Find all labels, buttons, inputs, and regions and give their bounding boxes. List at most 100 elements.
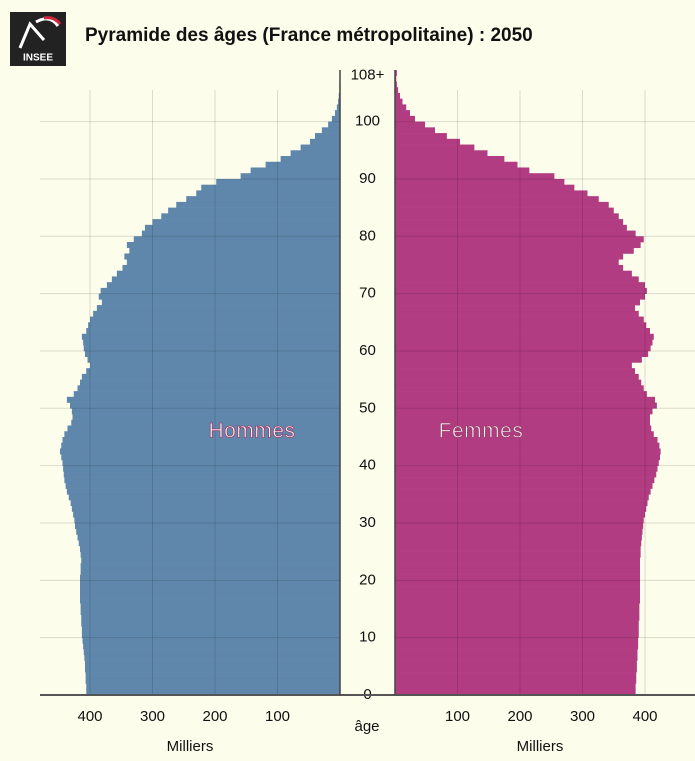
bar: [395, 643, 639, 650]
y-tick-label: 90: [359, 170, 376, 187]
bar: [395, 500, 648, 507]
bar: [395, 597, 640, 604]
bar: [395, 328, 650, 335]
bar: [395, 528, 643, 535]
bar: [106, 282, 340, 289]
bar: [395, 173, 555, 180]
bar: [395, 442, 660, 449]
bar: [77, 385, 340, 392]
bar: [395, 586, 640, 593]
bar: [85, 666, 340, 673]
bar: [395, 414, 650, 421]
x-axis-label: Milliers: [167, 738, 214, 755]
bar: [395, 305, 635, 312]
bar: [395, 379, 642, 386]
bar: [395, 190, 588, 197]
bar: [126, 259, 340, 266]
bar: [395, 408, 653, 415]
bar: [395, 127, 435, 134]
bar: [395, 534, 642, 541]
bar: [395, 350, 649, 357]
bar: [93, 310, 340, 317]
x-tick-label: 200: [202, 708, 227, 725]
bar: [96, 305, 340, 312]
bar: [395, 339, 653, 346]
bar: [63, 471, 340, 478]
bar: [395, 104, 407, 111]
bar: [338, 98, 340, 105]
bar: [250, 167, 340, 174]
bar: [395, 580, 640, 587]
bar: [395, 551, 641, 558]
bar: [395, 70, 397, 77]
bar: [395, 345, 651, 352]
bar: [81, 626, 340, 633]
bar: [81, 333, 340, 340]
bar: [395, 167, 530, 174]
bar: [395, 448, 661, 455]
bar: [98, 293, 340, 300]
y-tick-label: 50: [359, 399, 376, 416]
bar: [73, 391, 340, 398]
bar: [86, 689, 340, 696]
bar: [395, 133, 447, 140]
bar: [129, 247, 340, 254]
bar: [395, 689, 636, 696]
bar: [62, 459, 340, 466]
bar: [395, 649, 638, 656]
legend-label: Hommes: [208, 420, 295, 443]
bar: [395, 626, 639, 633]
bar: [81, 614, 340, 621]
bar: [395, 92, 400, 99]
bar: [321, 127, 340, 134]
bar: [395, 87, 399, 94]
bar: [100, 287, 340, 294]
chart-title: Pyramide des âges (France métropolitaine…: [85, 25, 533, 46]
bar: [395, 299, 640, 306]
bar: [395, 391, 647, 398]
bar: [395, 161, 518, 168]
bar: [395, 144, 475, 151]
bar: [66, 396, 340, 403]
bar: [66, 488, 340, 495]
bar: [395, 683, 636, 690]
bar: [395, 563, 640, 570]
bar: [395, 557, 640, 564]
bar: [395, 98, 403, 105]
bar: [395, 201, 609, 208]
bar: [395, 213, 619, 220]
bar: [86, 683, 340, 690]
bar: [80, 551, 340, 558]
bar: [83, 643, 340, 650]
bar: [300, 144, 340, 151]
bar: [80, 563, 340, 570]
bar: [395, 574, 640, 581]
bar: [395, 402, 657, 409]
bar: [87, 356, 340, 363]
bar: [186, 196, 340, 203]
y-tick-label: 30: [359, 514, 376, 531]
bar: [395, 270, 632, 277]
bar: [395, 677, 637, 684]
bar: [80, 574, 340, 581]
bar: [85, 672, 340, 679]
bar: [68, 494, 340, 501]
y-tick-label: 70: [359, 285, 376, 302]
bar: [80, 580, 340, 587]
bar: [152, 219, 340, 226]
bar: [310, 138, 340, 145]
bar: [145, 224, 340, 231]
bar: [395, 121, 425, 128]
bar: [395, 488, 651, 495]
bar: [81, 631, 340, 638]
bar: [395, 224, 627, 231]
x-tick-label: 200: [507, 708, 532, 725]
bar: [141, 230, 340, 237]
bar: [90, 362, 340, 369]
bar: [73, 511, 340, 518]
bar: [82, 637, 340, 644]
bar: [111, 276, 340, 283]
bar: [90, 316, 340, 323]
bar: [395, 631, 639, 638]
bar: [126, 242, 340, 249]
